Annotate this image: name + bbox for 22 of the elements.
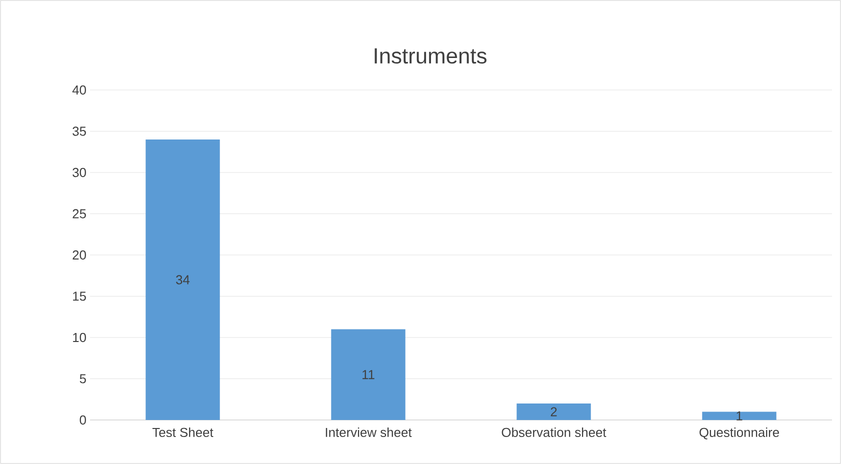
y-tick-label: 30: [72, 168, 86, 178]
data-label: 34: [176, 275, 190, 284]
chart-title: Instruments: [374, 48, 486, 64]
bar: [331, 329, 406, 420]
bar: [702, 412, 776, 420]
y-tick-label: 15: [73, 292, 86, 301]
y-tick-label: 5: [80, 374, 86, 384]
y-tick-label: 25: [72, 209, 86, 218]
data-label: 11: [362, 370, 374, 380]
y-tick-label: 0: [80, 415, 86, 425]
x-tick-label: Observation sheet: [502, 428, 606, 438]
data-label: 2: [550, 407, 557, 416]
x-tick-label: Questionnaire: [700, 428, 779, 440]
bar: [516, 403, 591, 420]
y-tick-label: 20: [72, 250, 86, 260]
y-tick-label: 35: [72, 126, 86, 136]
data-label: 1: [736, 411, 742, 420]
x-tick-label: Test Sheet: [152, 428, 214, 438]
y-tick-label: 40: [72, 85, 86, 95]
y-tick-label: 10: [73, 332, 86, 342]
bar: [146, 139, 220, 420]
x-tick-label: Interview sheet: [326, 428, 412, 438]
